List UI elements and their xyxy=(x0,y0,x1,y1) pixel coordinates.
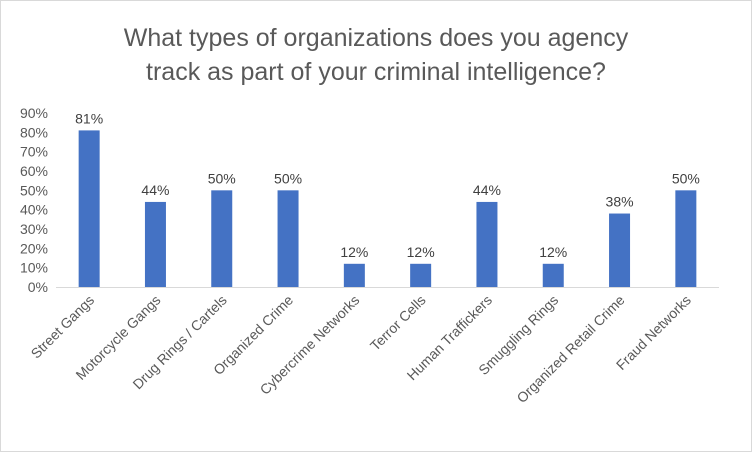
bar xyxy=(144,201,166,287)
bar xyxy=(410,263,432,287)
y-tick-label: 0% xyxy=(28,279,48,295)
data-label: 12% xyxy=(539,244,567,260)
data-label: 12% xyxy=(340,244,368,260)
category-label: Street Gangs xyxy=(28,292,98,362)
chart-title-line-2: track as part of your criminal intellige… xyxy=(146,58,606,86)
category-label: Terror Cells xyxy=(367,292,429,354)
bar xyxy=(675,190,697,287)
data-label: 50% xyxy=(672,170,700,186)
data-label: 44% xyxy=(473,182,501,198)
data-label: 12% xyxy=(407,244,435,260)
y-tick-label: 30% xyxy=(20,221,48,237)
bar xyxy=(609,213,631,287)
data-label: 81% xyxy=(75,110,103,126)
bar xyxy=(211,190,233,287)
chart-title-line-1: What types of organizations does you age… xyxy=(123,24,629,52)
y-tick-label: 10% xyxy=(20,260,48,276)
y-tick-label: 50% xyxy=(20,182,48,198)
bar xyxy=(78,130,100,287)
y-tick-label: 20% xyxy=(20,240,48,256)
data-label: 44% xyxy=(141,182,169,198)
data-label: 50% xyxy=(208,170,236,186)
chart-title: What types of organizations does you age… xyxy=(1,21,751,89)
bar xyxy=(542,263,564,287)
data-label: 50% xyxy=(274,170,302,186)
y-tick-label: 40% xyxy=(20,202,48,218)
y-tick-label: 90% xyxy=(20,105,48,121)
y-tick-label: 60% xyxy=(20,163,48,179)
y-tick-label: 70% xyxy=(20,144,48,160)
data-label: 38% xyxy=(606,194,634,210)
category-label: Organized Retail Crime xyxy=(513,292,627,406)
bar xyxy=(343,263,365,287)
bar xyxy=(277,190,299,287)
bar xyxy=(476,201,498,287)
y-tick-label: 80% xyxy=(20,124,48,140)
